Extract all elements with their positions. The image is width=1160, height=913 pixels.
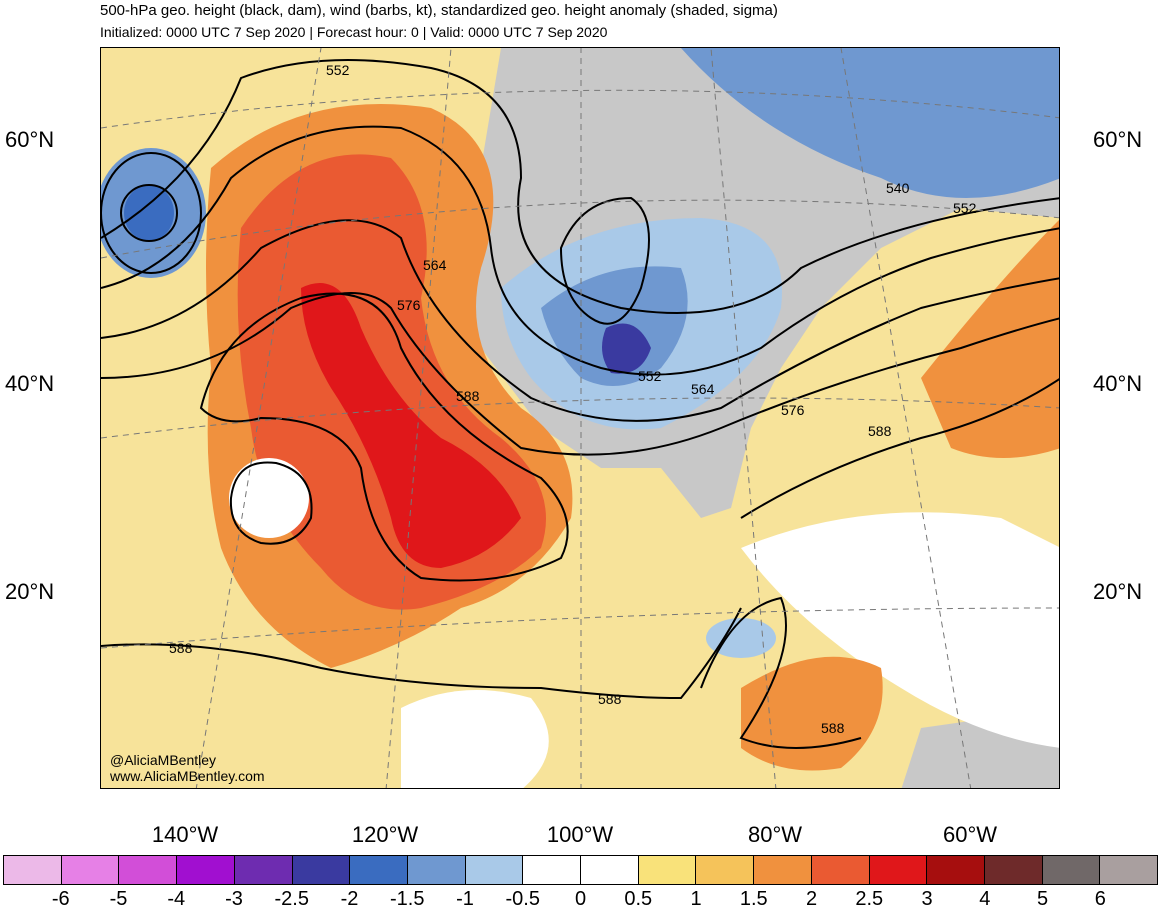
contour-label: 552: [953, 200, 977, 216]
colorbar-box: [292, 856, 351, 884]
colorbar-tick-label: 1: [690, 888, 702, 910]
anomaly-field-svg: 552 540 552 564 576 552 564 576 588 588 …: [101, 48, 1059, 788]
lon-label-140w: 140°W: [151, 822, 219, 847]
anomaly-colorbar: [3, 855, 1158, 885]
height-contour-588-east: [740, 378, 1059, 519]
contour-label: 588: [868, 423, 892, 439]
colorbar-tick-label: 4: [979, 888, 991, 910]
contour-label: 564: [423, 257, 447, 273]
contour-label: 552: [638, 368, 662, 384]
credit-handle: @AliciaMBentley: [110, 752, 217, 768]
colorbar-box: [638, 856, 697, 884]
lat-label-60n-left: 60°N: [5, 127, 55, 152]
anomaly-negative-gulf: [706, 618, 776, 658]
colorbar-tick-label: 5: [1036, 888, 1049, 910]
colorbar-box: [927, 856, 985, 884]
lat-label-20n-left: 20°N: [5, 579, 55, 604]
colorbar-tick-label: -1.5: [390, 888, 425, 910]
colorbar-tick-label: -5: [109, 888, 128, 910]
colorbar-box: [754, 856, 812, 884]
height-contour-pacific-low-outer: [101, 152, 202, 274]
height-contour: [101, 59, 1059, 314]
anomaly-negative-center: [602, 323, 651, 374]
colorbar-tick-label: 6: [1094, 888, 1106, 910]
colorbar-tick-label: -1: [456, 888, 474, 910]
height-contour-588-south: [101, 607, 742, 700]
weather-map: 552 540 552 564 576 552 564 576 588 588 …: [100, 47, 1060, 789]
contour-label: 540: [886, 180, 910, 196]
colorbar-box: [350, 856, 408, 884]
colorbar-tick-label: -2.5: [274, 888, 309, 910]
colorbar-box: [581, 856, 639, 884]
height-contour-588: [199, 292, 569, 582]
anomaly-negative-greenland: [681, 48, 1059, 198]
contour-label: 588: [456, 388, 480, 404]
lat-label-60n-right: 60°N: [1093, 127, 1143, 152]
colorbar-box: [465, 856, 524, 884]
anomaly-negative-pacific-low-core: [124, 185, 174, 241]
colorbar-tick-label: -3: [225, 888, 243, 910]
colorbar-box: [523, 856, 582, 884]
anomaly-neutral-atlantic: [741, 512, 1059, 748]
contour-label-group: 552 540 552 564 576 552 564 576 588 588 …: [169, 62, 977, 736]
colorbar-tick-label: 0: [574, 888, 587, 910]
map-title: 500-hPa geo. height (black, dam), wind (…: [100, 2, 778, 19]
colorbar-tick-label: 0.5: [624, 888, 653, 910]
colorbar-tick-label: 3: [921, 888, 933, 910]
colorbar-box: [1042, 856, 1101, 884]
anomaly-positive-ridge-core: [301, 283, 521, 568]
height-contour: [101, 292, 1059, 456]
credit-website: www.AliciaMBentley.com: [110, 768, 265, 784]
colorbar-box: [869, 856, 928, 884]
contour-label: 576: [397, 297, 421, 313]
lon-label-120w: 120°W: [351, 822, 419, 847]
lat-label-20n-right: 20°N: [1093, 579, 1143, 604]
contour-label: 588: [169, 640, 193, 656]
map-subtitle: Initialized: 0000 UTC 7 Sep 2020 | Forec…: [100, 24, 608, 40]
colorbar-box: [407, 856, 466, 884]
height-contour-588-caribbean: [700, 596, 862, 749]
height-contour-588-high: [229, 461, 313, 545]
lon-label-60w: 60°W: [942, 822, 998, 847]
lon-label-80w: 80°W: [747, 822, 803, 847]
lat-label-40n-left: 40°N: [5, 371, 55, 396]
colorbar-tick-label: -6: [51, 888, 70, 910]
colorbar-box: [234, 856, 293, 884]
height-contour-pacific-low: [120, 184, 178, 242]
colorbar-tick-label: -2: [340, 888, 359, 910]
colorbar-tick-label: 1.5: [739, 888, 768, 910]
colorbar-tick-label: -0.5: [505, 888, 540, 910]
anomaly-neutral-gulf: [401, 690, 549, 788]
colorbar-box: [1100, 856, 1158, 884]
graticule: [101, 48, 1059, 788]
colorbar-box: [811, 856, 870, 884]
colorbar-box: [61, 856, 120, 884]
colorbar-tick-label: 2.5: [855, 888, 884, 910]
height-contour: [101, 125, 1059, 376]
contour-label: 576: [781, 402, 805, 418]
height-contour: [101, 219, 1059, 422]
colorbar-box: [984, 856, 1043, 884]
colorbar-tick-label: 2: [805, 888, 818, 910]
colorbar-box: [4, 856, 62, 884]
colorbar-tick-label: -4: [167, 888, 186, 910]
colorbar-box: [696, 856, 755, 884]
contour-label: 564: [691, 381, 715, 397]
anomaly-neutral-pacific-high: [229, 458, 309, 538]
colorbar-box: [177, 856, 235, 884]
contour-label: 588: [821, 720, 845, 736]
contour-label: 588: [598, 691, 622, 707]
contour-label: 552: [326, 62, 350, 78]
lon-label-100w: 100°W: [546, 822, 614, 847]
lat-label-40n-right: 40°N: [1093, 371, 1143, 396]
colorbar-box: [119, 856, 178, 884]
